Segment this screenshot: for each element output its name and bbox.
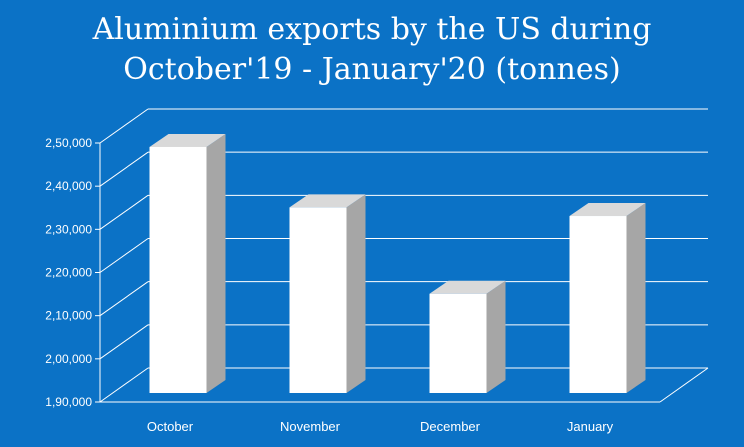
gridline-diagonal <box>99 151 149 187</box>
bar-side <box>486 280 506 393</box>
gridline-diagonal <box>99 108 149 144</box>
axes <box>95 142 709 403</box>
gridline-diagonal <box>99 238 149 273</box>
floor-edge <box>659 367 709 403</box>
bar-top <box>149 133 226 147</box>
bar-top <box>569 203 646 217</box>
bar-november <box>289 194 366 393</box>
ytick-label: 2,00,000 <box>45 352 92 366</box>
gridline-diagonal <box>99 324 149 360</box>
ytick-label: 2,50,000 <box>45 136 92 150</box>
ytick-label: 2,20,000 <box>45 266 92 280</box>
ytick-label: 2,40,000 <box>45 179 92 193</box>
bar-front <box>289 207 347 393</box>
chart-title: Aluminium exports by the US during Octob… <box>0 10 744 90</box>
xtick-label: January <box>567 419 614 434</box>
bars <box>149 133 646 393</box>
bar-front <box>429 293 487 393</box>
gridline-diagonal <box>99 367 149 403</box>
bar-january <box>569 203 646 393</box>
ytick-label: 1,90,000 <box>45 395 92 409</box>
bar-front <box>149 146 207 393</box>
chart-title-line-1: Aluminium exports by the US during <box>92 12 652 47</box>
bar-side <box>346 194 366 393</box>
xtick-label: December <box>420 419 481 434</box>
labels: 1,90,000 2,00,000 2,10,000 2,20,000 2,30,000… <box>45 136 613 434</box>
ytick-label: 2,10,000 <box>45 309 92 323</box>
xtick-label: November <box>280 419 341 434</box>
chart-title-line-2: October'19 - January'20 (tonnes) <box>123 52 621 87</box>
gridline-diagonal <box>99 281 149 317</box>
bar-october <box>149 133 226 393</box>
bar-december <box>429 280 506 393</box>
gridline-diagonal <box>99 194 149 230</box>
ytick-label: 2,30,000 <box>45 222 92 236</box>
bar-side <box>626 203 646 393</box>
bar-top <box>289 194 366 208</box>
xtick-label: October <box>147 419 194 434</box>
bar-front <box>569 216 627 393</box>
bar-side <box>206 133 226 393</box>
bar-top <box>429 280 506 294</box>
